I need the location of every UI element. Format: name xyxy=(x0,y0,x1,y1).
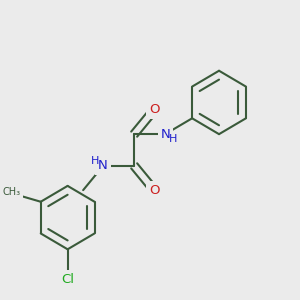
Text: H: H xyxy=(169,134,177,144)
Text: O: O xyxy=(149,184,159,196)
Text: Cl: Cl xyxy=(61,273,74,286)
Text: O: O xyxy=(149,184,159,196)
Text: H: H xyxy=(91,156,100,166)
Text: CH₃: CH₃ xyxy=(2,188,20,197)
Text: N: N xyxy=(160,128,170,141)
Text: N: N xyxy=(98,159,108,172)
Text: H: H xyxy=(91,156,100,166)
Text: N: N xyxy=(160,128,170,141)
Text: Cl: Cl xyxy=(61,273,74,286)
Text: O: O xyxy=(149,103,159,116)
Text: N: N xyxy=(98,159,108,172)
Text: O: O xyxy=(149,103,159,116)
Text: CH₃: CH₃ xyxy=(2,188,20,197)
Text: H: H xyxy=(169,134,177,144)
